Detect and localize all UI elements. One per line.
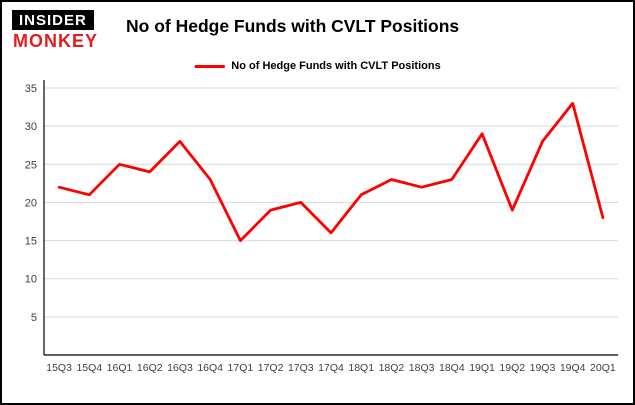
svg-text:16Q1: 16Q1: [107, 362, 133, 374]
svg-text:16Q2: 16Q2: [137, 362, 163, 374]
svg-text:15Q4: 15Q4: [76, 362, 102, 374]
svg-text:25: 25: [25, 159, 37, 171]
svg-text:20Q1: 20Q1: [590, 362, 616, 374]
svg-text:15Q3: 15Q3: [46, 362, 72, 374]
svg-text:10: 10: [25, 274, 37, 286]
svg-text:19Q4: 19Q4: [560, 362, 586, 374]
svg-text:18Q3: 18Q3: [409, 362, 435, 374]
svg-text:19Q1: 19Q1: [469, 362, 495, 374]
svg-text:17Q2: 17Q2: [258, 362, 284, 374]
svg-text:19Q3: 19Q3: [530, 362, 556, 374]
page-title: No of Hedge Funds with CVLT Positions: [126, 16, 460, 36]
svg-text:17Q3: 17Q3: [288, 362, 314, 374]
svg-text:30: 30: [25, 121, 37, 133]
legend-label: No of Hedge Funds with CVLT Positions: [231, 60, 441, 72]
logo-insider-text: INSIDER: [12, 10, 94, 30]
svg-text:18Q1: 18Q1: [348, 362, 374, 374]
svg-text:19Q2: 19Q2: [499, 362, 525, 374]
svg-text:35: 35: [25, 83, 37, 95]
chart-legend: No of Hedge Funds with CVLT Positions: [194, 60, 441, 72]
svg-text:16Q3: 16Q3: [167, 362, 193, 374]
logo-monkey-text: MONKEY: [13, 31, 99, 51]
svg-text:20: 20: [25, 197, 37, 209]
svg-text:15: 15: [25, 236, 37, 248]
svg-text:18Q4: 18Q4: [439, 362, 465, 374]
svg-text:5: 5: [31, 312, 37, 324]
legend-line-swatch: [194, 64, 225, 68]
svg-text:18Q2: 18Q2: [379, 362, 405, 374]
svg-text:17Q4: 17Q4: [318, 362, 344, 374]
insider-monkey-logo: INSIDER MONKEY: [12, 10, 98, 50]
svg-text:16Q4: 16Q4: [197, 362, 223, 374]
svg-text:17Q1: 17Q1: [228, 362, 254, 374]
